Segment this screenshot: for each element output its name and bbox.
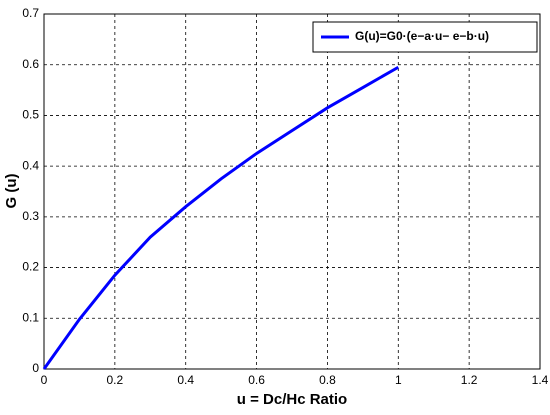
y-tick-label: 0.5 — [22, 108, 39, 122]
legend-box — [312, 21, 538, 53]
y-tick-label: 0.3 — [22, 209, 39, 223]
x-tick-label: 0.2 — [107, 373, 124, 387]
x-tick-label: 1.4 — [532, 373, 549, 387]
data-line — [42, 65, 400, 370]
x-tick-label: 1 — [395, 373, 402, 387]
x-tick-label: 0 — [41, 373, 48, 387]
x-tick-label: 0.6 — [248, 373, 265, 387]
y-tick-label: 0.2 — [22, 260, 39, 274]
x-tick-label: 0.8 — [319, 373, 336, 387]
x-tick-label: 1.2 — [461, 373, 478, 387]
y-tick-label: 0.6 — [22, 57, 39, 71]
y-tick-label: 0.7 — [22, 6, 39, 20]
legend-label: G(u)=G0·(e−a·u− e−b·u) — [355, 29, 489, 43]
y-tick-label: 0.4 — [22, 158, 39, 172]
y-axis-label: G (u) — [3, 174, 20, 209]
x-axis-label: u = Dc/Hc Ratio — [237, 391, 347, 408]
y-tick-label: 0.1 — [22, 310, 39, 324]
x-tick-label: 0.4 — [177, 373, 194, 387]
y-tick-label: 0 — [32, 361, 39, 375]
plot-frame — [43, 13, 541, 370]
